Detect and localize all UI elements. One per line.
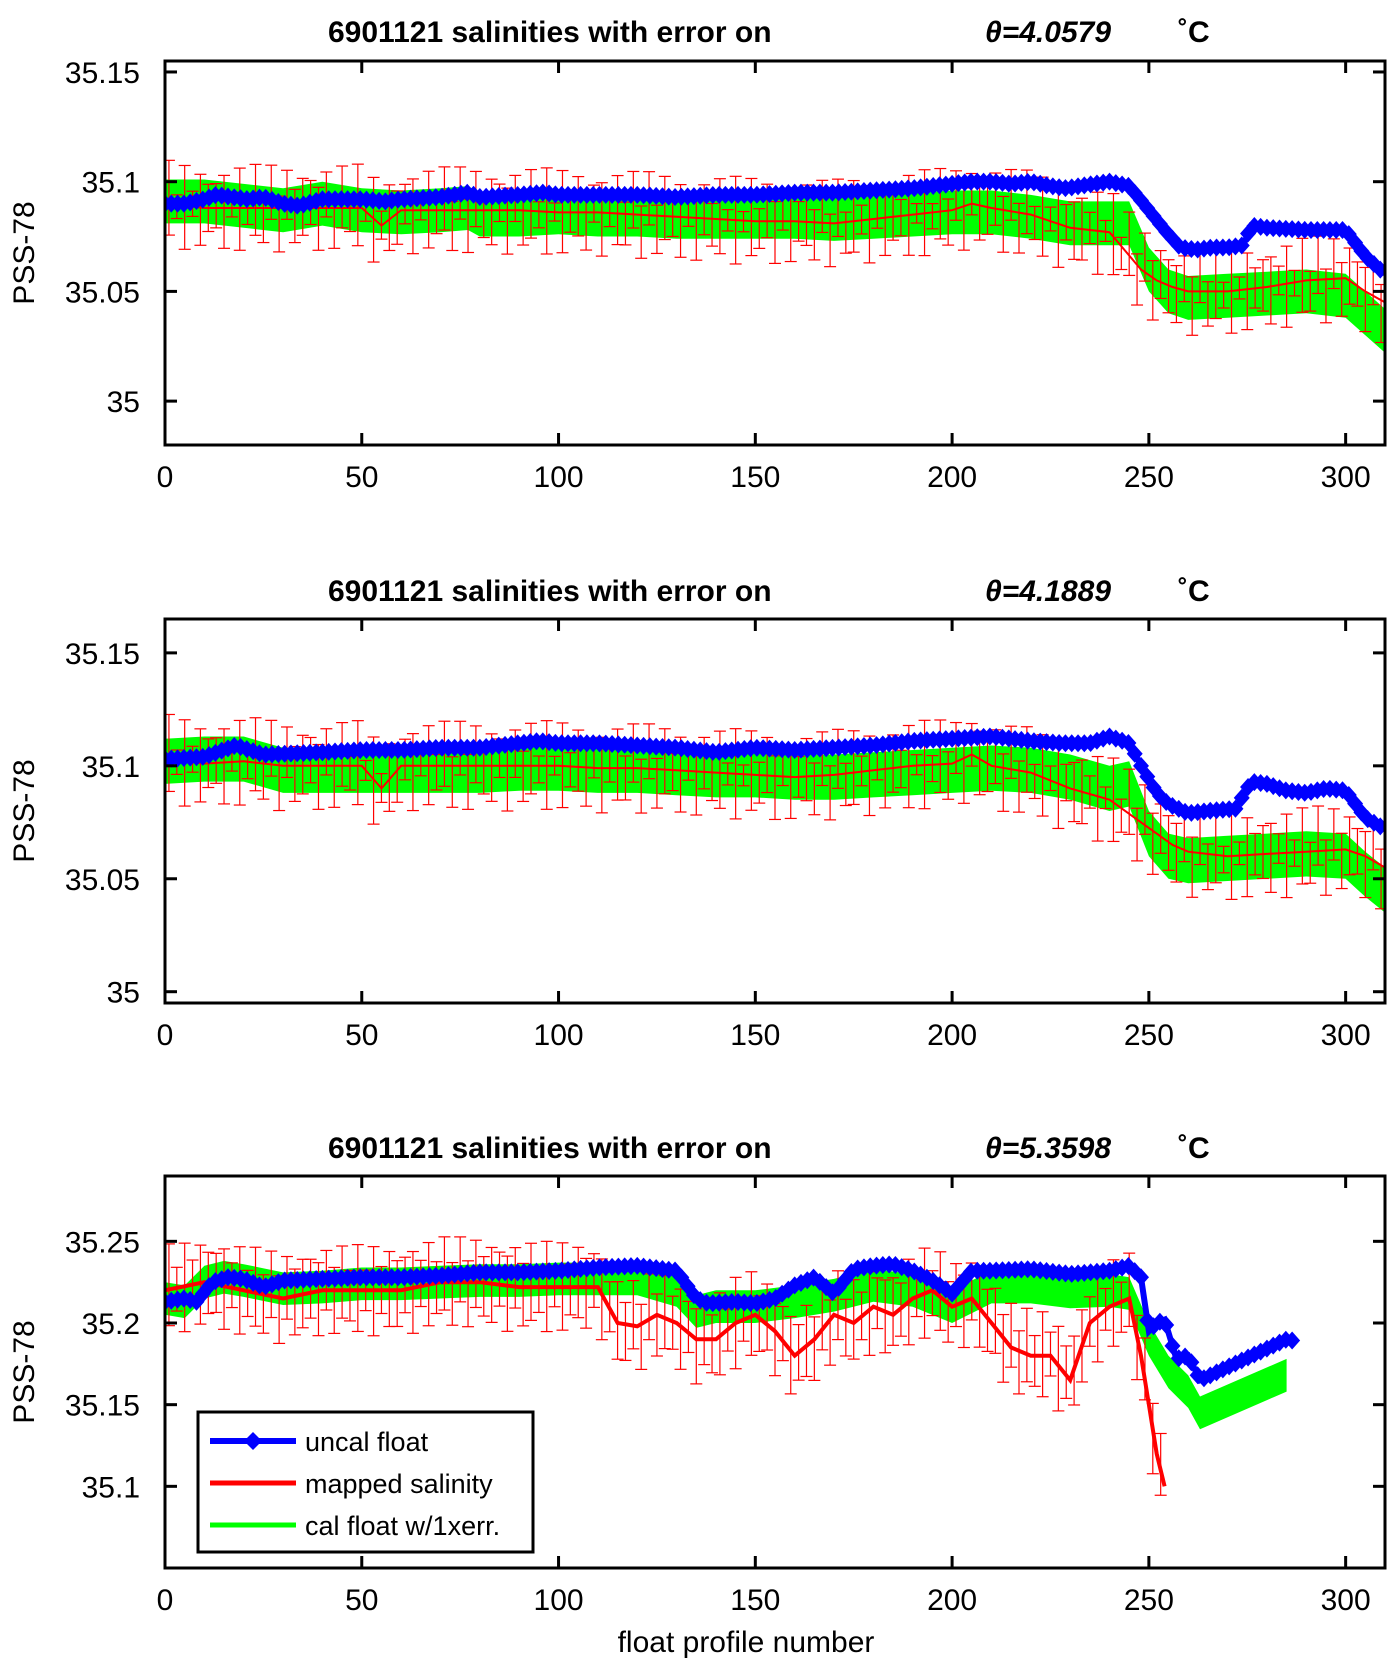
x-tick-label: 100: [534, 1019, 584, 1052]
y-tick-label: 35.1: [82, 167, 140, 200]
chart-title-3: 6901121 salinities with error on: [328, 1132, 772, 1165]
x-tick-label: 250: [1124, 461, 1174, 494]
uncal-marker: [1372, 817, 1385, 836]
chart-unit-2: ˚C: [1178, 575, 1210, 608]
y-tick-label: 35.2: [82, 1308, 140, 1341]
chart-title-2: 6901121 salinities with error on: [328, 575, 772, 608]
x-axis-label: float profile number: [618, 1626, 875, 1659]
mapped-salinity-line: [165, 753, 1385, 869]
uncal-marker: [1158, 1315, 1175, 1334]
x-tick-label: 200: [927, 461, 977, 494]
y-tick-label: 35.25: [65, 1226, 140, 1259]
y-axis-label-3: PSS-78: [8, 1320, 41, 1423]
cal-band: [165, 179, 1385, 353]
chart-theta-1: θ=4.0579: [985, 16, 1111, 49]
legend-label-cal: cal float w/1xerr.: [305, 1511, 500, 1541]
chart-unit-3: ˚C: [1178, 1132, 1210, 1165]
legend: uncal float mapped salinity cal float w/…: [196, 1410, 535, 1554]
x-tick-label: 0: [157, 1584, 174, 1617]
uncal-marker: [1372, 260, 1385, 279]
uncal-marker: [1233, 236, 1250, 255]
x-tick-label: 250: [1124, 1584, 1174, 1617]
x-tick-label: 100: [534, 1584, 584, 1617]
panel-2: 0 50 100 150 200 250 300 35 35.05 35.1 35.15 69011…: [8, 575, 1387, 1052]
legend-marker-uncal: [244, 1432, 262, 1450]
x-tick-label: 50: [345, 1019, 378, 1052]
x-tick-label: 300: [1321, 1019, 1371, 1052]
x-tick-label: 150: [730, 1019, 780, 1052]
axes-box-3: [163, 1174, 1387, 1570]
plot-content-2: [165, 713, 1385, 913]
chart-title-1: 6901121 salinities with error on: [328, 16, 772, 49]
axes-box-1: [163, 59, 1387, 447]
chart-unit-1: ˚C: [1178, 16, 1210, 49]
x-tick-label: 200: [927, 1584, 977, 1617]
x-tick-label: 100: [534, 461, 584, 494]
ticks-2: 0 50 100 150 200 250 300 35 35.05 35.1 35.15: [65, 619, 1385, 1052]
y-tick-label: 35: [107, 386, 140, 419]
x-tick-label: 250: [1124, 1019, 1174, 1052]
y-tick-label: 35.05: [65, 864, 140, 897]
cal-band: [165, 736, 1385, 913]
y-tick-label: 35.1: [82, 751, 140, 784]
legend-label-uncal: uncal float: [305, 1427, 429, 1457]
x-tick-label: 300: [1321, 461, 1371, 494]
legend-label-mapped: mapped salinity: [305, 1469, 493, 1499]
y-tick-label: 35.05: [65, 276, 140, 309]
y-tick-label: 35.15: [65, 638, 140, 671]
chart-theta-2: θ=4.1889: [985, 575, 1111, 608]
legend-entry-uncal: uncal float: [210, 1427, 429, 1457]
x-tick-label: 0: [157, 461, 174, 494]
uncal-marker: [1164, 1336, 1181, 1355]
x-tick-label: 50: [345, 1584, 378, 1617]
mapped-salinity-line: [165, 202, 1385, 304]
x-tick-label: 300: [1321, 1584, 1371, 1617]
ticks-3: 0 50 100 150 200 250 300 35.1 35.15 35.2 35.25: [65, 1176, 1385, 1617]
y-tick-label: 35.15: [65, 1390, 140, 1423]
y-axis-label-1: PSS-78: [8, 201, 41, 304]
y-tick-label: 35.1: [82, 1471, 140, 1504]
chart-theta-3: θ=5.3598: [985, 1132, 1111, 1165]
x-tick-label: 150: [730, 1584, 780, 1617]
plot-content-1: [165, 159, 1385, 353]
panel-1: 0 50 100 150 200 250 300 35 35.05 35.1 35.15 69011…: [8, 16, 1387, 494]
uncal-marker: [1126, 744, 1143, 763]
x-tick-label: 150: [730, 461, 780, 494]
axes-box-2: [163, 617, 1387, 1005]
plot-content-3: [165, 1236, 1301, 1496]
uncal-marker: [1183, 1353, 1200, 1372]
x-tick-label: 0: [157, 1019, 174, 1052]
y-tick-label: 35.15: [65, 57, 140, 90]
x-tick-label: 50: [345, 461, 378, 494]
legend-entry-cal: cal float w/1xerr.: [210, 1511, 500, 1541]
ticks-1: 0 50 100 150 200 250 300 35 35.05 35.1 35.15: [65, 57, 1385, 494]
x-tick-label: 200: [927, 1019, 977, 1052]
y-axis-label-2: PSS-78: [8, 759, 41, 862]
uncal-marker: [1284, 1331, 1301, 1350]
y-tick-label: 35: [107, 977, 140, 1010]
legend-entry-mapped: mapped salinity: [210, 1469, 493, 1499]
uncal-marker: [1133, 1268, 1149, 1287]
